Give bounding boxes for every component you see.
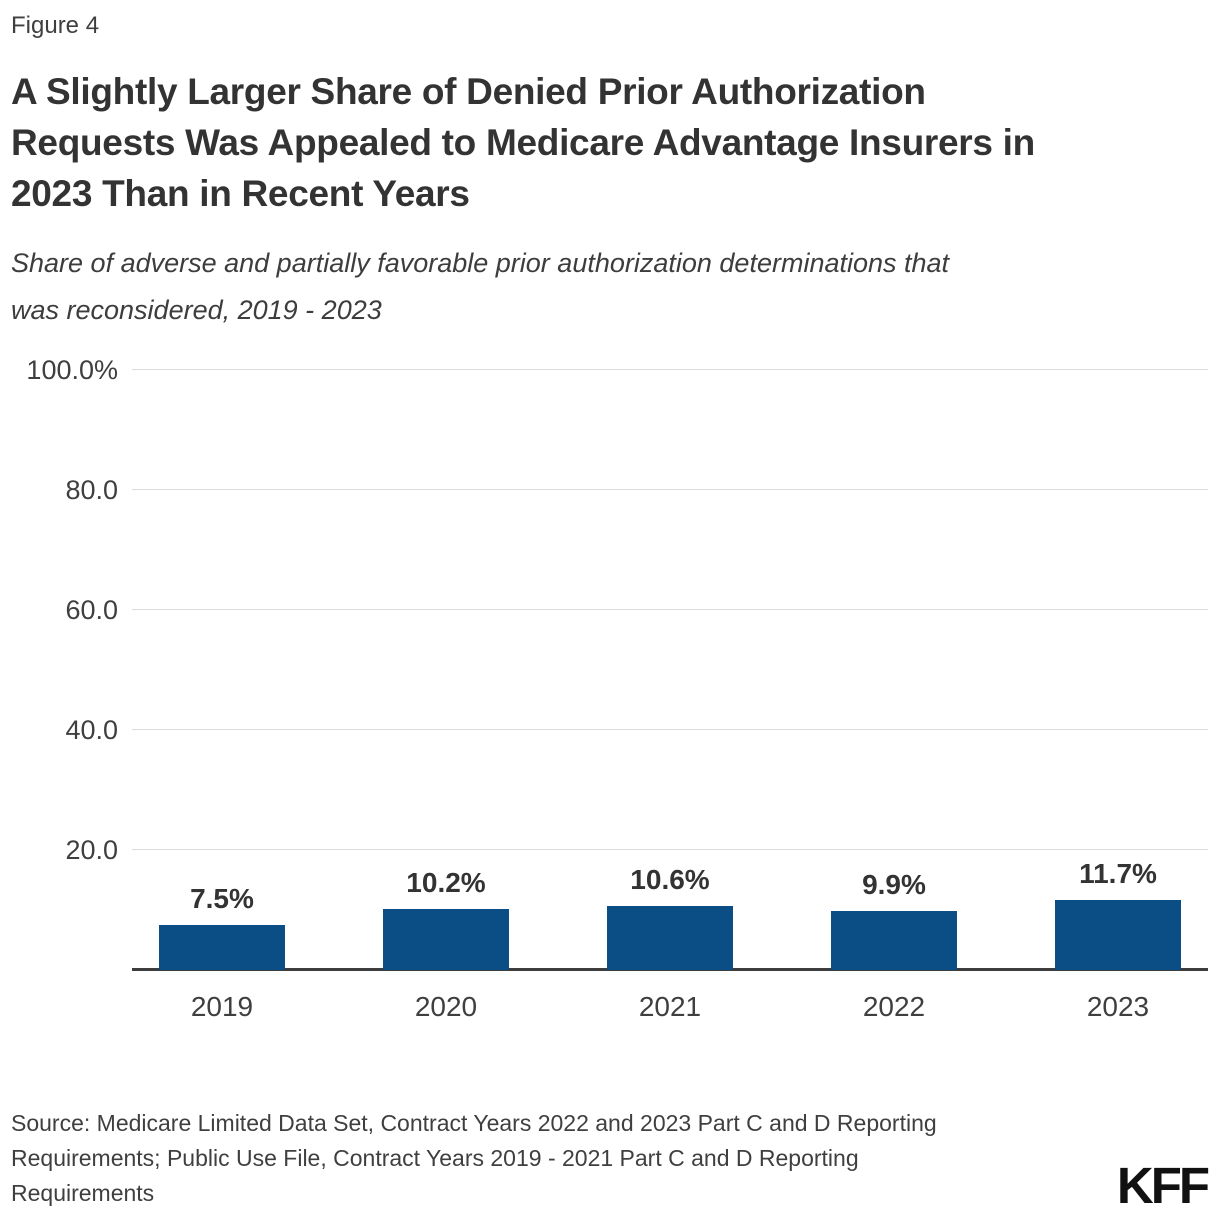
gridline	[132, 729, 1208, 730]
text-line: Share of adverse and partially favorable…	[11, 248, 950, 278]
text-line: A Slightly Larger Share of Denied Prior …	[11, 71, 926, 112]
text-line: Source: Medicare Limited Data Set, Contr…	[11, 1110, 937, 1136]
bar-value-label: 10.2%	[406, 866, 486, 898]
y-axis-tick-label: 100.0%	[26, 355, 118, 385]
bar-value-label: 9.9%	[862, 868, 926, 900]
y-axis-tick-label: 20.0	[65, 835, 118, 865]
y-axis-tick-label: 60.0	[65, 595, 118, 625]
source-note: Source: Medicare Limited Data Set, Contr…	[11, 1106, 1081, 1211]
chart-title: A Slightly Larger Share of Denied Prior …	[11, 66, 1171, 219]
bar-2023[interactable]	[1055, 899, 1181, 970]
x-axis-tick-label: 2023	[1086, 991, 1150, 1022]
bar-2022[interactable]	[831, 910, 957, 970]
text-line: Requests Was Appealed to Medicare Advant…	[11, 122, 1035, 163]
x-axis-tick-label: 2019	[190, 991, 254, 1022]
kff-logo: KFF	[1116, 1157, 1210, 1214]
chart-subtitle: Share of adverse and partially favorable…	[11, 240, 1211, 334]
gridline	[132, 489, 1208, 490]
figure-number-label: Figure 4	[11, 12, 100, 39]
text-line: 2023 Than in Recent Years	[11, 173, 470, 214]
bar-chart: 100.0% 80.0 60.0 40.0 20.0 7.5% 2019 10.2% 2020 1…	[0, 340, 1220, 1050]
y-axis-tick-label: 80.0	[65, 475, 118, 505]
text-line: Requirements	[11, 1180, 155, 1206]
bar-value-label: 11.7%	[1079, 857, 1157, 889]
bar-value-label: 7.5%	[190, 883, 254, 914]
bar-2019[interactable]	[159, 925, 285, 970]
bar-value-label: 10.6%	[630, 864, 710, 896]
x-axis-tick-label: 2021	[638, 991, 702, 1022]
y-axis-tick-label: 40.0	[65, 715, 118, 745]
text-line: was reconsidered, 2019 - 2023	[11, 295, 382, 325]
bar-2020[interactable]	[383, 908, 509, 970]
gridline	[132, 369, 1208, 370]
gridline	[132, 849, 1208, 850]
x-axis-tick-label: 2020	[414, 991, 478, 1022]
bar-2021[interactable]	[607, 906, 733, 970]
text-line: Requirements; Public Use File, Contract …	[11, 1145, 859, 1171]
x-axis-tick-label: 2022	[862, 991, 926, 1022]
gridline	[132, 609, 1208, 610]
